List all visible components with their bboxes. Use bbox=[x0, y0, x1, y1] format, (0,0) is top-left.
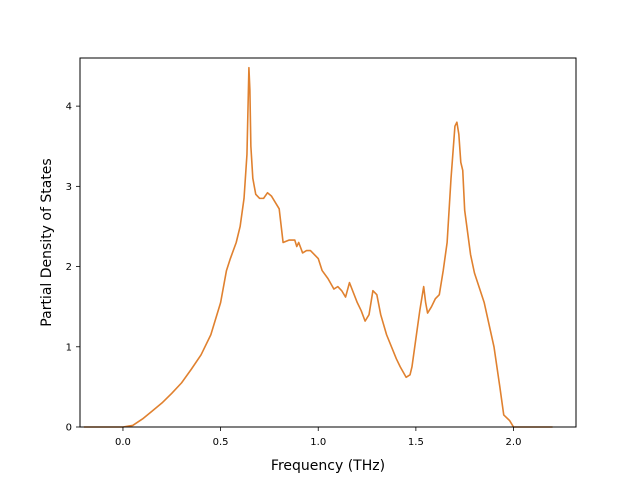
plot-frame bbox=[79, 57, 577, 428]
series-layer bbox=[83, 66, 553, 428]
y-tick-label: 1 bbox=[66, 342, 72, 353]
y-tick-label: 3 bbox=[66, 182, 72, 193]
x-tick-label: 1.0 bbox=[310, 437, 326, 448]
x-axis-ticks: 0.0 0.5 1.0 1.5 2.0 bbox=[115, 427, 521, 448]
y-tick-label: 0 bbox=[66, 423, 72, 434]
y-tick-label: 4 bbox=[66, 102, 72, 113]
x-tick-label: 0.5 bbox=[213, 437, 229, 448]
series-line-0 bbox=[83, 66, 553, 428]
y-axis-ticks: 0 1 2 3 4 bbox=[66, 102, 80, 434]
y-axis-label: Partial Density of States bbox=[39, 158, 55, 326]
x-tick-label: 1.5 bbox=[408, 437, 424, 448]
x-axis-label: Frequency (THz) bbox=[271, 458, 385, 474]
x-tick-label: 0.0 bbox=[115, 437, 131, 448]
x-tick-label: 2.0 bbox=[506, 437, 522, 448]
y-tick-label: 2 bbox=[66, 262, 72, 273]
plot-area bbox=[80, 58, 576, 427]
